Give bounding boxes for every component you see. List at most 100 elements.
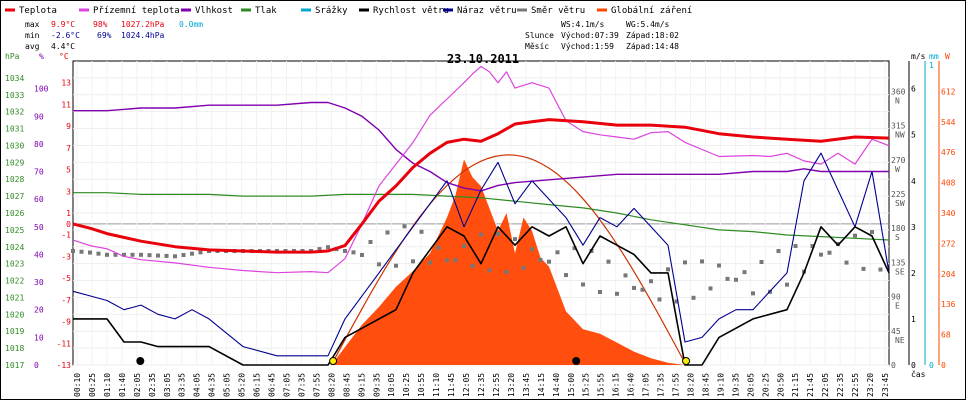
- dir-point: [606, 259, 611, 264]
- info-block: WS:4.1m/s WG:5.4m/s Slunce Východ:07:39 …: [525, 20, 679, 51]
- wind-tick: 1: [911, 315, 916, 324]
- time-tick: 15:25: [582, 373, 591, 397]
- temp-tick: -11: [57, 339, 72, 348]
- time-tick: 22:35: [836, 373, 845, 397]
- dir-point: [793, 243, 798, 248]
- unit-rad: W: [945, 52, 950, 61]
- dir-point: [759, 259, 764, 264]
- max-rain: 0.0mm: [179, 20, 203, 29]
- dir-point: [164, 253, 169, 258]
- dir-point: [632, 285, 636, 290]
- dir-point: [504, 269, 509, 274]
- dir-point: [198, 250, 203, 255]
- time-tick: 14:15: [537, 373, 546, 397]
- moonset-marker: [572, 357, 581, 365]
- dir-point: [411, 259, 415, 264]
- dir-tick-name: N: [895, 96, 900, 105]
- dir-point: [368, 239, 373, 244]
- dir-tick-name: S: [895, 233, 900, 242]
- stats-block: max 9.9°C 98% 1027.2hPa 0.0mm min -2.6°C…: [25, 20, 203, 51]
- press-tick: 1029: [5, 158, 24, 167]
- press-tick: 1020: [5, 310, 24, 319]
- dir-tick-deg: 135: [891, 258, 906, 267]
- time-tick: 20:25: [761, 373, 770, 397]
- dir-point: [572, 246, 577, 251]
- time-tick: 22:55: [851, 373, 860, 397]
- rad-tick: 204: [941, 270, 956, 279]
- time-tick: 12:35: [477, 373, 486, 397]
- time-tick: 10:05: [387, 373, 396, 397]
- moonrise-marker: [136, 357, 145, 365]
- dir-point: [317, 247, 322, 252]
- time-tick: 18:20: [686, 373, 695, 397]
- press-tick: 1017: [5, 361, 24, 370]
- time-tick: 11:10: [432, 373, 441, 397]
- dir-tick-deg: 45: [891, 327, 901, 336]
- hum-tick: 20: [34, 306, 44, 315]
- moon-set: Západ:14:48: [626, 42, 679, 51]
- min-press: 1024.4hPa: [121, 31, 165, 40]
- series-wind-speed: [73, 226, 890, 366]
- dir-point: [691, 295, 696, 300]
- max-hum: 98%: [93, 20, 108, 29]
- series-wind-gust: [72, 152, 890, 357]
- dir-point: [130, 252, 135, 257]
- time-tick: 01:10: [103, 373, 112, 397]
- dir-point: [717, 263, 721, 268]
- press-tick: 1034: [5, 74, 24, 83]
- time-tick: 10:55: [417, 373, 426, 397]
- time-tick: 17:55: [672, 373, 681, 397]
- dir-point: [700, 259, 704, 264]
- time-tick: 02:05: [133, 373, 142, 397]
- dir-point: [776, 249, 781, 254]
- sun-rise: Východ:07:39: [561, 31, 619, 40]
- time-tick: 03:05: [163, 373, 172, 397]
- dir-point: [445, 258, 449, 263]
- time-tick: 20:50: [776, 373, 785, 397]
- dir-point: [343, 249, 347, 253]
- dir-point: [623, 273, 628, 278]
- dir-tick-deg: 90: [891, 293, 901, 302]
- time-tick: 17:35: [657, 373, 666, 397]
- dir-point: [513, 237, 517, 242]
- time-tick: 06:45: [268, 373, 277, 397]
- dir-point: [521, 265, 526, 270]
- dir-point: [683, 260, 687, 265]
- dir-point: [496, 231, 500, 236]
- temp-tick: 13: [61, 79, 71, 88]
- temp-tick: 11: [61, 100, 71, 109]
- dir-point: [139, 252, 143, 257]
- dir-point: [810, 244, 815, 249]
- dir-point: [666, 267, 670, 272]
- time-tick: 09:15: [357, 373, 366, 397]
- legend-label-5: Rychlost větru: [373, 6, 449, 16]
- dir-point: [71, 249, 75, 253]
- dir-point: [598, 289, 602, 294]
- press-tick: 1019: [5, 327, 24, 336]
- time-tick: 21:15: [791, 373, 800, 397]
- avg-temp: 4.4°C: [51, 42, 75, 51]
- hum-tick: 60: [34, 195, 44, 204]
- time-tick: 19:35: [731, 373, 740, 397]
- dir-point: [122, 252, 126, 257]
- time-tick: 15:55: [597, 373, 606, 397]
- dir-point: [156, 253, 160, 258]
- legend-label-6: Náraz větru: [457, 6, 517, 16]
- temp-tick: 9: [66, 122, 71, 131]
- dir-point: [853, 233, 857, 238]
- moon-label: Měsíc: [525, 42, 549, 51]
- max-label: max: [25, 20, 40, 29]
- max-temp: 9.9°C: [51, 20, 75, 29]
- dir-point: [742, 270, 747, 275]
- dir-point: [819, 252, 823, 257]
- dir-tick-name: SE: [895, 267, 905, 276]
- dir-point: [377, 262, 381, 267]
- dir-point: [751, 291, 755, 296]
- max-press: 1027.2hPa: [121, 20, 165, 29]
- series-pressure: [73, 192, 890, 241]
- dir-point: [105, 252, 109, 257]
- dir-point: [487, 268, 492, 273]
- chart-title: 23.10.2011: [447, 52, 519, 66]
- press-tick: 1032: [5, 108, 24, 117]
- time-tick: 00:25: [88, 373, 97, 397]
